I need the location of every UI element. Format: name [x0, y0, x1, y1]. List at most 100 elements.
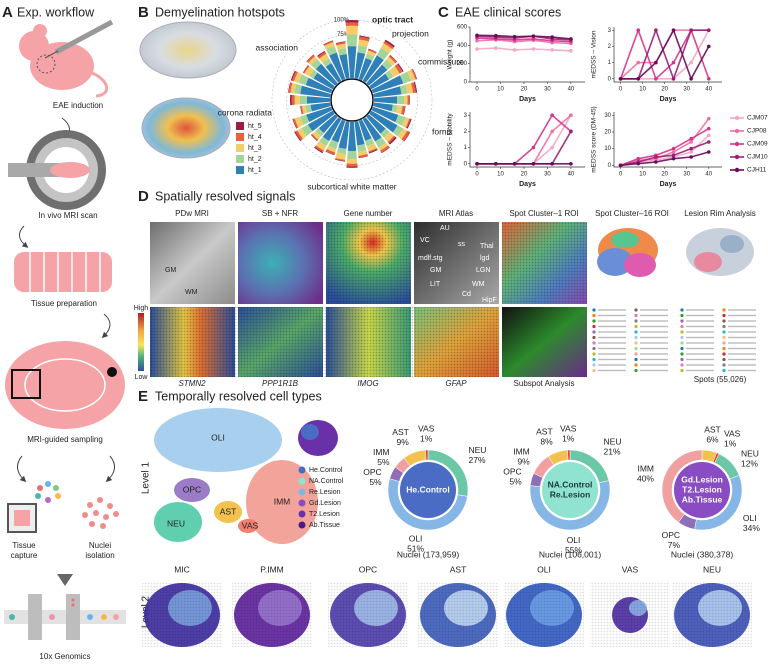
bar-segment: [290, 70, 296, 81]
series-point: [671, 146, 676, 151]
bar-segment: [357, 144, 367, 152]
legend-line: [640, 309, 668, 311]
legend-swatch: [634, 363, 638, 367]
arrow: [17, 455, 27, 483]
step-label: capture: [11, 551, 38, 560]
bar-segment: [345, 22, 359, 27]
legend-swatch: [722, 324, 726, 329]
bar-segment: [389, 66, 400, 77]
series-point: [550, 48, 554, 52]
colorbar-label: High: [134, 305, 149, 312]
legend-line: [728, 320, 756, 322]
bar-segment: [326, 145, 337, 153]
series-point: [706, 126, 711, 131]
bar-segment: [391, 104, 398, 113]
bar-segment: [369, 73, 389, 90]
step-label: Tissue: [12, 541, 36, 550]
bar-segment: [354, 52, 366, 79]
series-point: [689, 140, 693, 144]
bar-segment: [399, 84, 408, 95]
legend-swatch: [722, 352, 726, 356]
legend-line: [728, 369, 756, 372]
slice-label: NEU: [468, 445, 486, 455]
cluster-label: AST: [220, 506, 237, 516]
shape: [238, 519, 258, 533]
bar-segment: [346, 34, 358, 47]
baseline-ring: [330, 78, 374, 122]
cluster-label: NEU: [167, 518, 185, 528]
legend-swatch: [592, 357, 596, 362]
tract-annotation: optic tract: [372, 14, 413, 24]
bar-segment: [345, 25, 359, 35]
series-line: [620, 141, 710, 167]
arrow: [57, 574, 73, 586]
shape: [113, 511, 119, 517]
bar-segment: [331, 119, 346, 143]
legend-line: [728, 314, 756, 317]
bar-segment: [324, 42, 335, 50]
series-point: [494, 33, 498, 38]
bar-segment: [298, 74, 309, 86]
series-point: [636, 161, 641, 166]
legend-swatch: [236, 144, 244, 152]
cluster-label: OLI: [211, 432, 225, 442]
panel-title: Temporally resolved cell types: [155, 389, 322, 403]
series-point: [636, 76, 641, 81]
legend-swatch: [634, 319, 638, 323]
step-label: isolation: [85, 551, 114, 560]
series-point: [654, 76, 658, 81]
bar-segment: [384, 39, 395, 48]
bar-segment: [373, 86, 402, 98]
y-tick-label: 0: [464, 80, 468, 86]
panel-title: Spatially resolved signals: [155, 189, 295, 203]
legend-swatch: [722, 341, 726, 345]
level2-label: MIC: [174, 564, 190, 574]
atlas-label: ss: [458, 241, 466, 248]
bar-segment: [294, 95, 301, 105]
panel-a: A Exp. workflow EAE induction In vivo MR…: [2, 4, 126, 661]
column-header: Lesion Rim Analysis: [684, 209, 756, 218]
bar-segment: [304, 66, 314, 77]
y-axis-title: mEDSS – Mobility: [447, 113, 454, 166]
series-point: [671, 28, 676, 33]
bar-segment: [338, 121, 350, 149]
bar-segment: [376, 47, 390, 61]
shape: [36, 54, 56, 74]
slice-label: OLI: [409, 534, 423, 544]
bar-segment: [362, 55, 384, 83]
legend-label: T2.Lesion: [309, 511, 340, 518]
atlas-label: AU: [440, 225, 450, 232]
x-tick-label: 40: [568, 172, 575, 178]
tract-annotation: fornix: [432, 126, 454, 136]
panel-title: Demyelination hotspots: [155, 5, 285, 19]
series-point: [706, 116, 711, 121]
series-point: [475, 161, 479, 166]
x-tick-label: 10: [497, 172, 504, 178]
bar-segment: [371, 75, 404, 94]
legend-label: Ab.Tissue: [309, 522, 340, 529]
series-point: [689, 150, 693, 154]
series-point: [569, 161, 573, 166]
series-point: [636, 60, 641, 65]
legend-swatch: [680, 308, 684, 312]
donut-center: [542, 462, 598, 518]
legend-swatch: [236, 122, 244, 130]
axis-line: [613, 27, 722, 83]
legend-label: Re.Lesion: [309, 489, 341, 496]
bar-segment: [318, 114, 338, 134]
x-tick-label: 20: [521, 172, 528, 178]
slice-label: NEU: [741, 448, 759, 458]
shape: [101, 614, 107, 620]
series-point: [475, 47, 479, 51]
atlas-label: lgd: [480, 255, 489, 262]
y-tick-label: 1: [608, 60, 612, 66]
legend-swatch: [722, 363, 726, 367]
image-tile: [238, 222, 323, 304]
y-tick-label: 600: [457, 25, 468, 31]
series-point: [671, 153, 676, 158]
slice-value: 34%: [743, 523, 760, 533]
legend-swatch: [592, 313, 596, 318]
series-point: [636, 28, 641, 33]
bar-segment: [294, 72, 303, 83]
